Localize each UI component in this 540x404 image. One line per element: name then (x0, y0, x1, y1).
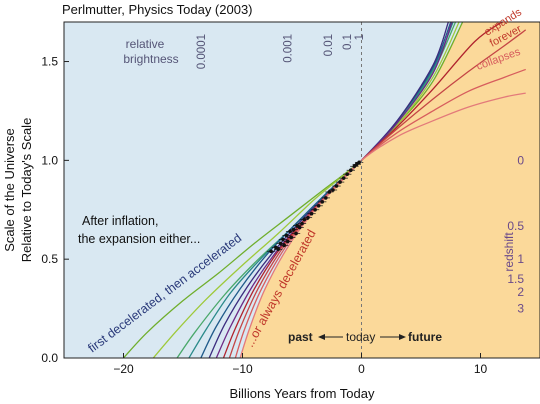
supernova-point-29 (348, 168, 353, 173)
chart-title: Perlmutter, Physics Today (2003) (62, 2, 253, 17)
supernova-point-25 (334, 184, 339, 188)
supernova-point-9 (288, 229, 292, 234)
redshift-tick-label-5: 2 (517, 285, 524, 299)
supernova-point-28 (345, 172, 350, 176)
plot-frame (63, 21, 540, 359)
supernova-point-30 (352, 164, 357, 169)
redshift-label: redshift (502, 232, 516, 272)
redshift-tick-label-6: 3 (517, 302, 524, 316)
x-tick-label-4: 10 (474, 362, 488, 376)
supernova-point-10 (289, 235, 294, 240)
supernova-point-26 (338, 180, 342, 184)
supernova-point-1 (269, 249, 273, 254)
supernova-point-32 (357, 160, 361, 165)
y-tick-label-4: 1.5 (41, 55, 58, 69)
supernova-point-27 (341, 176, 346, 180)
y-tick-label-2: 0.5 (41, 252, 58, 266)
supernova-point-5 (281, 237, 285, 242)
supernova-point-7 (284, 233, 289, 238)
brightness-label-line1: relative (126, 37, 165, 51)
supernova-point-16 (302, 217, 307, 222)
supernova-point-22 (324, 196, 328, 200)
redshift-tick-label-1: 0 (517, 153, 524, 167)
y-tick-label-1: 0.0 (41, 351, 58, 365)
brightness-tick-label-5: 1 (354, 34, 366, 40)
x-tick-label-1: −20 (113, 362, 134, 376)
y-tick-label-3: 1.0 (41, 153, 58, 167)
future-arrowhead (399, 334, 406, 340)
series-line-2 (152, 22, 460, 358)
supernova-point-17 (306, 215, 310, 220)
supernova-point-11 (291, 227, 296, 232)
brightness-tick-label-3: 0.01 (323, 34, 335, 56)
supernova-points (266, 160, 364, 254)
brightness-tick-label-1: 0.0001 (196, 34, 208, 69)
brightness-tick-label-4: 0.1 (342, 34, 354, 50)
supernova-point-20 (316, 204, 321, 208)
series-line-11 (239, 92, 526, 358)
brightness-tick-label-2: 0.001 (283, 34, 295, 63)
after-inflation-line1: After inflation, (82, 214, 158, 228)
supernova-point-23 (327, 190, 332, 194)
series-line-6 (208, 22, 449, 358)
past-label: past (288, 330, 313, 344)
redshift-tick-label-4: 1.5 (507, 272, 524, 286)
supernova-point-15 (300, 221, 304, 226)
x-tick-label-2: −10 (232, 362, 253, 376)
redshift-tick-label-2: 0.5 (507, 219, 524, 233)
supernova-point-14 (297, 225, 302, 230)
supernova-point-31 (354, 162, 359, 167)
brightness-labels: relative brightness 0.0001 0.001 0.01 0.1 1 (123, 34, 366, 69)
y-axis-title-line2: Relative to Today's Scale (19, 118, 34, 263)
axes: −20 −10 0 100.00.51.01.5 (41, 21, 540, 376)
redshift-labels: redshift 0 0.5 1 1.52 3 (502, 153, 524, 315)
future-region (361, 22, 540, 358)
today-label: today (346, 330, 375, 344)
x-axis-title: Billions Years from Today (229, 386, 375, 401)
series-line-1 (123, 22, 464, 358)
regions (240, 22, 540, 358)
supernova-point-24 (331, 188, 335, 192)
past-arrowhead (318, 334, 325, 340)
supernova-point-6 (282, 243, 286, 248)
supernova-point-18 (309, 211, 314, 216)
y-axis-title-line1: Scale of the Universe (2, 128, 17, 252)
past-region (240, 160, 362, 358)
brightness-label-line2: brightness (123, 52, 178, 66)
supernova-point-21 (320, 200, 325, 204)
x-tick-label-3: 0 (358, 362, 365, 376)
supernova-point-3 (276, 247, 281, 252)
supernova-point-2 (274, 245, 278, 250)
future-label: future (408, 330, 442, 344)
supernova-point-4 (278, 241, 283, 246)
supernova-point-12 (294, 231, 298, 236)
redshift-tick-label-3: 1 (517, 252, 524, 266)
supernova-point-19 (313, 207, 317, 212)
supernova-point-13 (295, 223, 300, 228)
supernova-point-8 (285, 239, 290, 244)
after-inflation-line2: the expansion either... (78, 232, 200, 246)
